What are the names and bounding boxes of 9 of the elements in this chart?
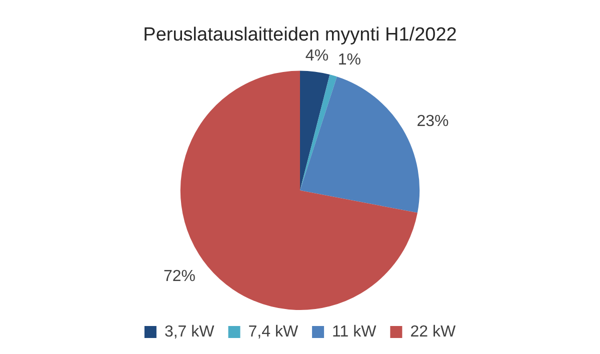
data-label: 23% <box>416 112 449 130</box>
legend-label: 3,7 kW <box>164 323 216 340</box>
legend-label: 7,4 kW <box>248 323 299 340</box>
data-label: 1% <box>338 52 361 69</box>
legend-label: 22 kW <box>410 323 456 340</box>
data-label: 4% <box>305 47 329 64</box>
chart-title: Peruslatauslaitteiden myynti H1/2022 <box>143 24 457 46</box>
data-label: 72% <box>163 268 196 286</box>
legend-label: 11 kW <box>332 323 378 340</box>
